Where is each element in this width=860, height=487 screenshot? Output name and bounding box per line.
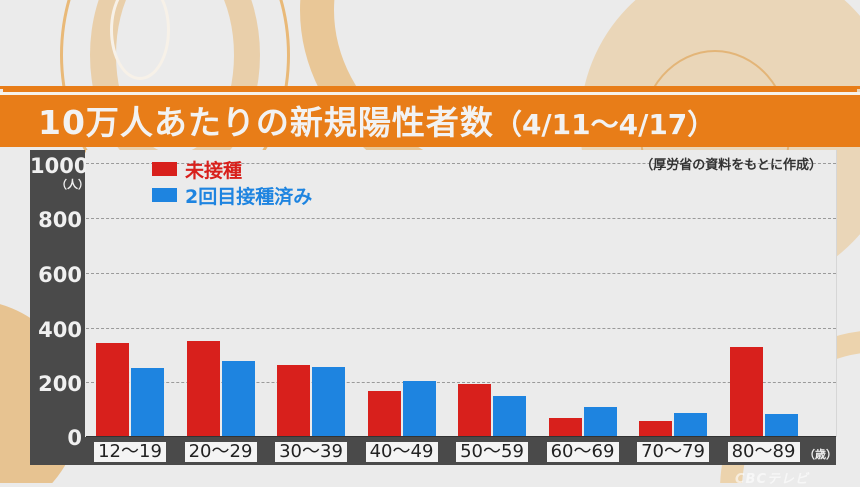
bar-vaccinated-40～49 (402, 381, 436, 437)
legend-label-unvaccinated: 未接種 (185, 159, 243, 182)
bar-unvaccinated-70～79 (639, 421, 672, 437)
bar-vaccinated-30～39 (312, 366, 345, 437)
bar-unvaccinated-80～89 (729, 346, 763, 437)
legend-item-unvaccinated: 未接種 (152, 156, 312, 182)
bar-unvaccinated-50～59 (458, 384, 491, 437)
source-note: （厚労省の資料をもとに作成） (640, 158, 822, 173)
bar-vaccinated-20～29 (221, 360, 255, 437)
legend: 未接種 2回目接種済み (152, 156, 312, 208)
x-label: 40～49 (365, 442, 438, 462)
x-label: 50～59 (456, 442, 528, 462)
x-label: 70～79 (637, 442, 709, 462)
bar-vaccinated-70～79 (674, 413, 707, 437)
bar-unvaccinated-40～49 (367, 391, 401, 437)
chart-panel: 1000 （人） 800 600 400 200 0 未接種 2回目接種済み （… (30, 150, 837, 465)
y-tick-0: 0 (67, 426, 82, 450)
gridline-600 (86, 273, 836, 274)
plot-area: 未接種 2回目接種済み （厚労省の資料をもとに作成） (86, 150, 837, 438)
legend-swatch-red (152, 162, 177, 176)
bar-unvaccinated-30～39 (277, 365, 310, 437)
gridline-800 (86, 218, 836, 219)
bar-vaccinated-12～19 (131, 368, 164, 437)
y-axis: 1000 （人） 800 600 400 200 0 (30, 150, 89, 465)
x-label: 80～89 (727, 442, 800, 462)
y-tick-1000: 1000 (30, 154, 89, 178)
x-label: 60～69 (546, 442, 619, 462)
bar-unvaccinated-20～29 (186, 340, 220, 437)
gridline-1000 (86, 163, 836, 164)
x-unit: （歳） (804, 448, 837, 461)
y-tick-600: 600 (38, 263, 82, 287)
legend-swatch-blue (152, 188, 177, 202)
bar-vaccinated-50～59 (493, 396, 526, 437)
legend-item-vaccinated: 2回目接種済み (152, 182, 312, 208)
bar-vaccinated-60～69 (583, 407, 617, 437)
bar-vaccinated-80～89 (764, 414, 798, 437)
title-top-rule (0, 86, 860, 89)
title-bar (0, 92, 860, 147)
x-label: 30～39 (275, 442, 347, 462)
y-tick-400: 400 (38, 318, 82, 342)
title-main: 10万人あたりの新規陽性者数 (38, 103, 494, 142)
gridline-200 (86, 382, 836, 383)
y-tick-800: 800 (38, 208, 82, 232)
broadcaster-watermark: CBCテレビ (735, 472, 809, 487)
bar-unvaccinated-12～19 (96, 342, 129, 437)
bar-group (86, 150, 836, 437)
legend-label-vaccinated: 2回目接種済み (185, 185, 313, 208)
gridline-400 (86, 328, 836, 329)
y-unit: （人） (56, 178, 89, 191)
title-period: （4/11～4/17） (493, 108, 716, 141)
y-tick-200: 200 (38, 372, 82, 396)
chart-title: 10万人あたりの新規陽性者数（4/11～4/17） (38, 96, 715, 144)
x-label: 12～19 (94, 442, 166, 462)
bar-unvaccinated-60～69 (548, 418, 582, 437)
x-label: 20～29 (184, 442, 257, 462)
